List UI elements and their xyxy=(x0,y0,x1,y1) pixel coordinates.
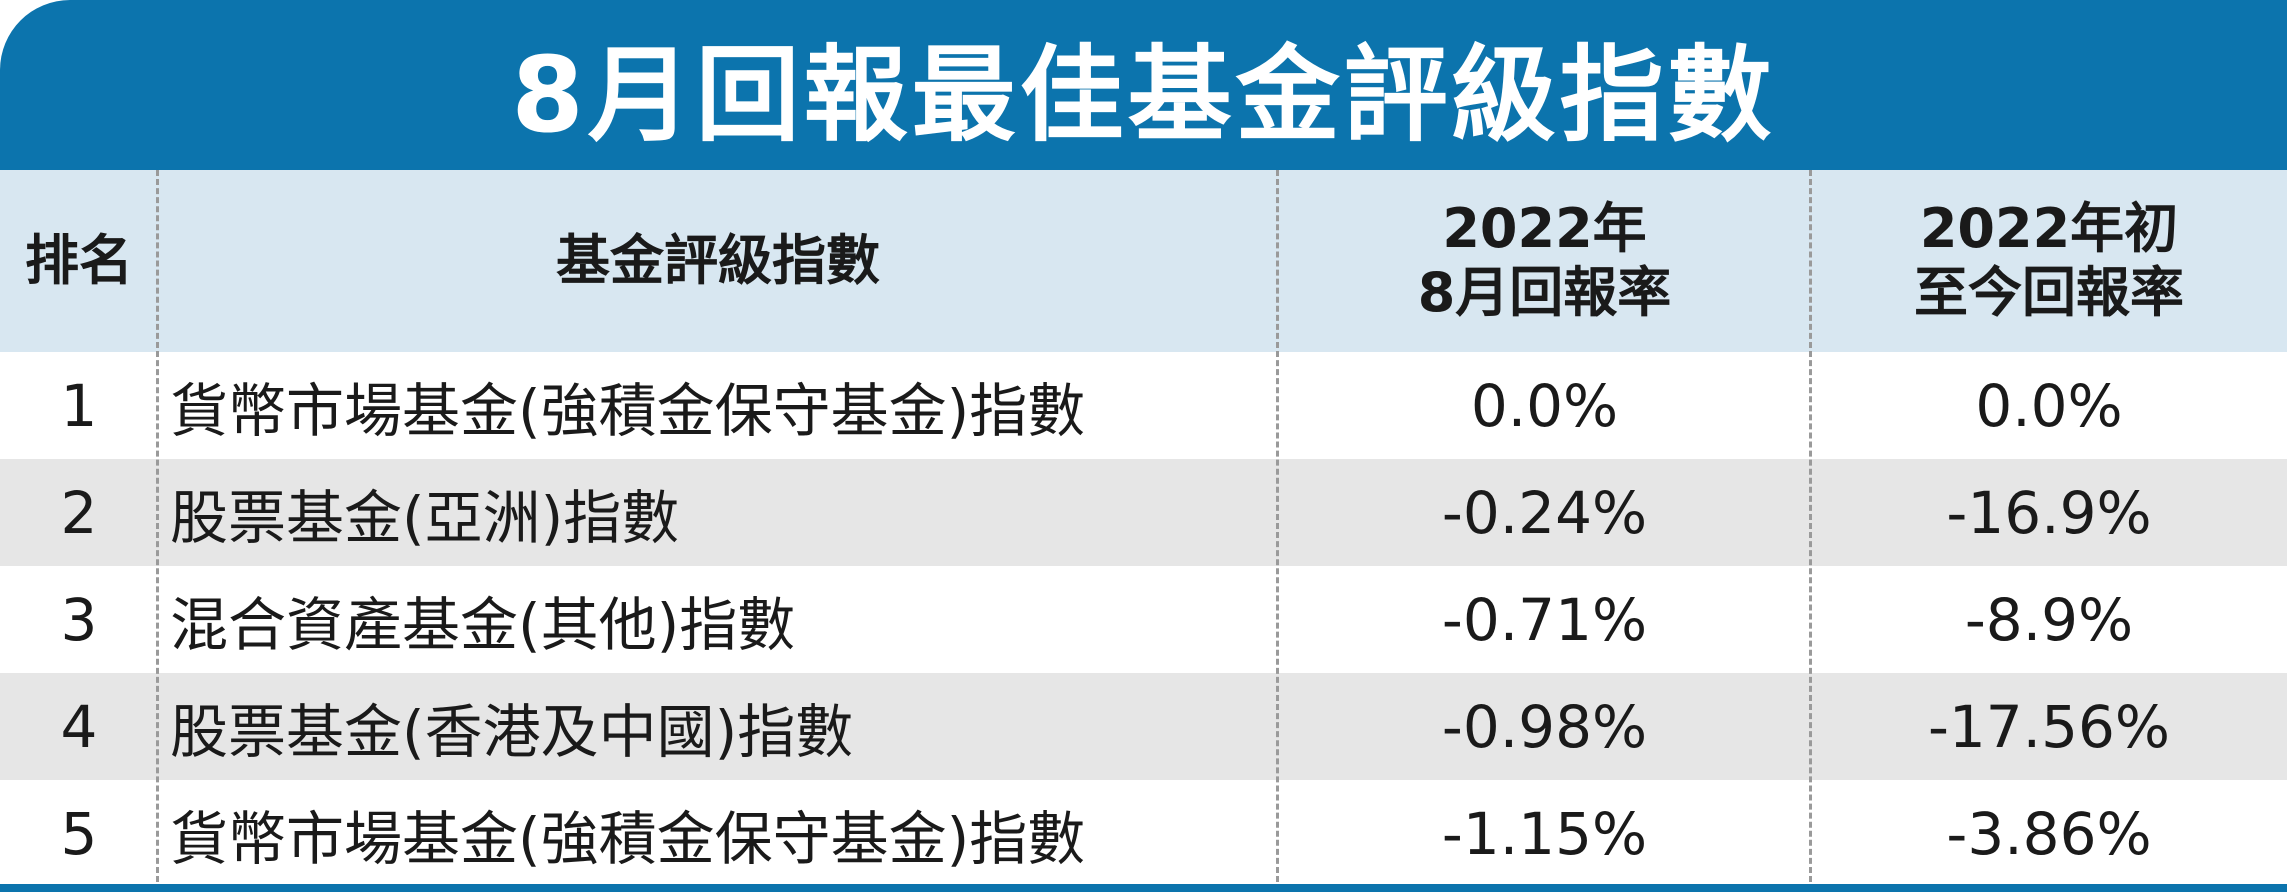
index-name-cell: 貨幣市場基金(強積金保守基金)指數 xyxy=(170,376,1086,445)
index-name-cell: 貨幣市場基金(強積金保守基金)指數 xyxy=(170,804,1086,873)
ytd-return-cell: -17.56% xyxy=(1927,692,2171,761)
table-row: 5 貨幣市場基金(強積金保守基金)指數 -1.15% -3.86% xyxy=(0,780,2287,887)
column-divider xyxy=(1276,170,1279,882)
ytd-return-cell: -3.86% xyxy=(1946,799,2152,868)
header-ytd-return: 2022年初 至今回報率 xyxy=(1811,170,2287,352)
header-aug-line2: 8月回報率 xyxy=(1417,261,1672,324)
ytd-return-cell: -8.9% xyxy=(1964,585,2134,654)
bottom-rule xyxy=(0,884,2287,892)
header-aug-return: 2022年 8月回報率 xyxy=(1278,170,1811,352)
header-ytd-line1: 2022年初 xyxy=(1919,197,2179,260)
title-bar xyxy=(0,0,2287,170)
ytd-return-cell: 0.0% xyxy=(1975,371,2123,440)
header-index: 基金評級指數 xyxy=(556,229,880,292)
aug-return-cell: -0.24% xyxy=(1441,478,1648,547)
index-name-cell: 混合資產基金(其他)指數 xyxy=(170,590,796,659)
table-title: 8月回報最佳基金評級指數 xyxy=(511,33,1776,156)
header-ytd-line2: 至今回報率 xyxy=(1914,261,2184,324)
table-row: 4 股票基金(香港及中國)指數 -0.98% -17.56% xyxy=(0,673,2287,780)
table-row: 1 貨幣市場基金(強積金保守基金)指數 0.0% 0.0% xyxy=(0,352,2287,459)
column-divider xyxy=(156,170,159,882)
table-row: 3 混合資產基金(其他)指數 -0.71% -8.9% xyxy=(0,566,2287,673)
header-rank: 排名 xyxy=(25,229,133,292)
aug-return-cell: -1.15% xyxy=(1441,799,1648,868)
index-name-cell: 股票基金(亞洲)指數 xyxy=(170,483,680,552)
rank-cell: 4 xyxy=(60,692,98,761)
aug-return-cell: 0.0% xyxy=(1470,371,1619,440)
ytd-return-cell: -16.9% xyxy=(1946,478,2152,547)
column-divider xyxy=(1809,170,1812,882)
rank-cell: 5 xyxy=(60,799,98,868)
header-aug-line1: 2022年 xyxy=(1442,197,1647,260)
header-row: 排名 基金評級指數 2022年 8月回報率 2022年初 至今回報率 xyxy=(0,170,2287,352)
rank-cell: 3 xyxy=(60,585,98,654)
aug-return-cell: -0.71% xyxy=(1441,585,1648,654)
index-name-cell: 股票基金(香港及中國)指數 xyxy=(170,697,854,766)
rank-cell: 1 xyxy=(60,371,98,440)
aug-return-cell: -0.98% xyxy=(1441,692,1648,761)
rank-cell: 2 xyxy=(60,478,98,547)
table-row: 2 股票基金(亞洲)指數 -0.24% -16.9% xyxy=(0,459,2287,566)
